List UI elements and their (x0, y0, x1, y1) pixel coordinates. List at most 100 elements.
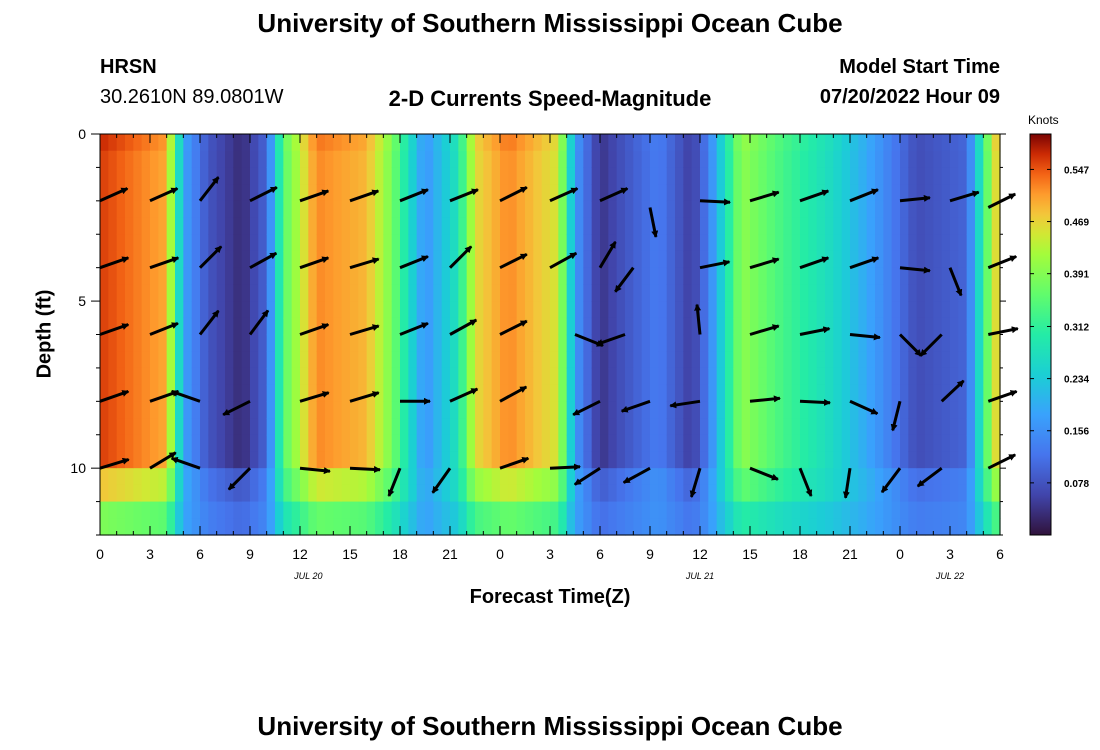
heat-cell (791, 217, 801, 235)
heat-cell (466, 200, 476, 219)
heat-cell (750, 334, 759, 352)
heat-cell (758, 401, 768, 419)
heat-cell (866, 451, 876, 469)
heat-cell (158, 501, 168, 519)
heat-cell (416, 301, 426, 319)
heat-cell (833, 134, 843, 152)
heat-cell (116, 468, 126, 486)
heat-cell (291, 418, 301, 436)
heat-cell (166, 518, 176, 536)
heat-cell (491, 150, 501, 169)
heat-cell (258, 384, 268, 402)
heat-cell (275, 200, 284, 219)
current-vector (948, 267, 963, 297)
heat-cell (575, 434, 584, 453)
heat-cell (666, 134, 676, 152)
heat-cell (416, 451, 426, 469)
heat-cell (508, 468, 518, 486)
heat-cell (900, 351, 909, 369)
heat-cell (958, 234, 968, 252)
heat-cell (158, 518, 168, 536)
heat-cell (250, 501, 259, 519)
heat-cell (975, 150, 984, 169)
heat-cell (825, 401, 834, 419)
heat-cell (733, 468, 743, 486)
heat-cell (975, 200, 984, 219)
heat-cell (300, 217, 309, 235)
heat-cell (725, 434, 734, 453)
heat-cell (991, 518, 1001, 536)
heat-cell (308, 418, 318, 436)
heat-cell (866, 367, 876, 386)
heat-cell (458, 250, 468, 269)
heat-cell (283, 518, 293, 536)
heat-cell (583, 451, 593, 469)
heat-cell (216, 501, 226, 519)
heat-cell (716, 367, 726, 386)
heat-cell (775, 267, 784, 285)
heat-cell (891, 434, 901, 453)
heat-cell (608, 501, 618, 519)
heat-cell (875, 434, 884, 453)
heat-cell (600, 267, 609, 285)
heat-cell (233, 301, 243, 319)
heat-cell (808, 184, 818, 202)
heat-cell (283, 200, 293, 219)
heat-cell (516, 200, 526, 219)
heat-cell (433, 501, 443, 519)
heat-cell (891, 267, 901, 285)
heat-cell (550, 468, 559, 486)
heat-cell (266, 367, 276, 386)
heat-cell (491, 501, 501, 519)
heat-cell (841, 451, 851, 469)
heat-cell (441, 401, 451, 419)
heat-cell (175, 434, 184, 453)
heat-cell (866, 150, 876, 169)
heat-cell (616, 468, 626, 486)
heat-cell (616, 384, 626, 402)
heat-cell (108, 217, 118, 235)
heat-cell (166, 434, 176, 453)
current-vector (622, 466, 651, 484)
heat-cell (216, 367, 226, 386)
heat-cell (958, 250, 968, 269)
heat-cell (841, 134, 851, 152)
heat-cell (258, 234, 268, 252)
heat-cell (816, 468, 826, 486)
heat-cell (675, 334, 684, 352)
heat-cell (350, 401, 359, 419)
heat-cell (975, 418, 984, 436)
heat-cell (450, 250, 459, 269)
heat-cell (183, 267, 193, 285)
heat-cell (316, 284, 326, 302)
heat-cell (708, 301, 718, 319)
heat-cell (866, 501, 876, 519)
heat-cell (925, 150, 934, 169)
heat-cell (858, 434, 868, 453)
x-tick-label: 3 (146, 546, 154, 562)
heat-cell (383, 167, 393, 185)
heat-cell (400, 134, 409, 152)
heat-cell (591, 200, 601, 219)
heat-cell (916, 518, 926, 536)
heat-cell (591, 317, 601, 336)
heat-cell (266, 501, 276, 519)
heat-cell (941, 184, 951, 202)
heat-cell (341, 217, 351, 235)
heat-cell (325, 317, 334, 336)
heat-cell (291, 501, 301, 519)
heat-cell (725, 367, 734, 386)
heat-cell (758, 434, 768, 453)
heat-cell (183, 351, 193, 369)
heat-cell (591, 501, 601, 519)
heat-cell (133, 518, 143, 536)
heat-cell (166, 501, 176, 519)
y-tick-label: 0 (78, 126, 86, 142)
heat-cell (200, 200, 209, 219)
heat-cell (875, 317, 884, 336)
heat-cell (966, 501, 976, 519)
current-vector (614, 266, 635, 293)
x-tick-label: 15 (342, 546, 358, 562)
heat-cell (150, 284, 159, 302)
